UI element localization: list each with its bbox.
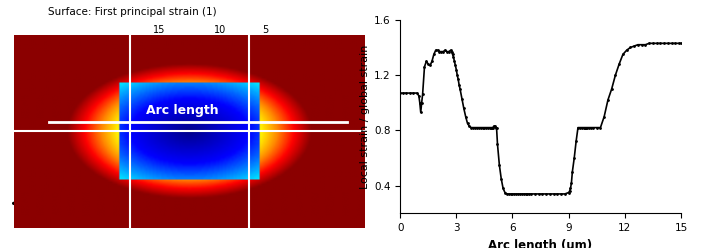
- Text: 15: 15: [153, 25, 166, 35]
- Text: 5: 5: [263, 25, 268, 35]
- Y-axis label: Local strain / global strain: Local strain / global strain: [359, 44, 370, 189]
- Text: Arc length: Arc length: [146, 104, 219, 117]
- Text: mechanical-reinforced: mechanical-reinforced: [143, 211, 274, 221]
- X-axis label: Arc length (um): Arc length (um): [489, 239, 592, 248]
- Text: 10: 10: [213, 25, 226, 35]
- Text: 10: 10: [62, 60, 74, 69]
- Text: 0: 0: [315, 64, 322, 74]
- Text: 5: 5: [35, 94, 41, 104]
- Text: 0.8: 0.8: [322, 79, 338, 89]
- Text: Surface: First principal strain (1): Surface: First principal strain (1): [48, 7, 217, 17]
- Text: 0: 0: [326, 94, 333, 104]
